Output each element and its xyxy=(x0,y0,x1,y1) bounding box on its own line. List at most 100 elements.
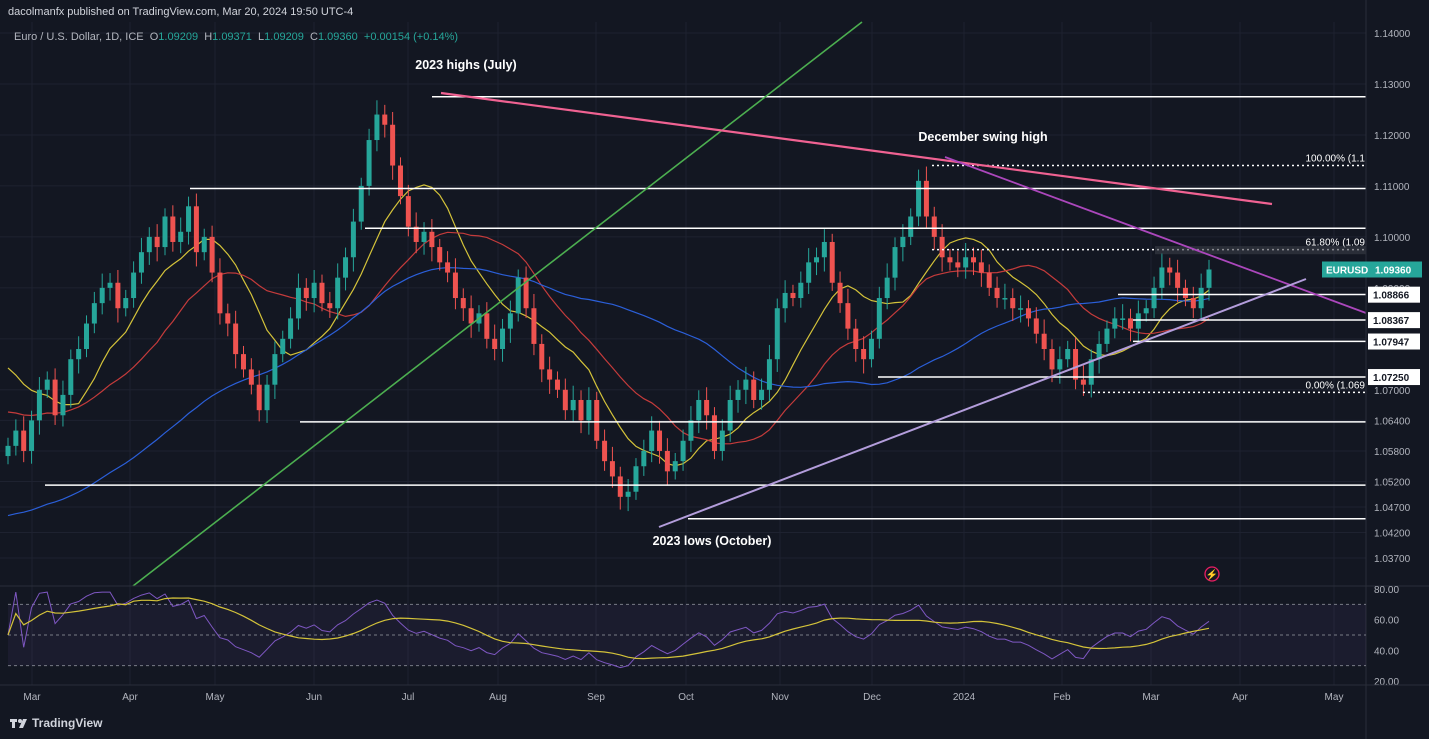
ma-slow-line xyxy=(7,266,1210,517)
candle-body xyxy=(837,282,843,304)
candle-body xyxy=(727,399,733,431)
candle-body xyxy=(366,140,372,186)
high-label: H xyxy=(204,31,213,43)
candle-body xyxy=(1135,313,1141,329)
symbol-legend[interactable]: Euro / U.S. Dollar, 1D, ICE O1.09209 H1.… xyxy=(14,31,458,43)
candle-body xyxy=(602,440,608,462)
candle-body xyxy=(994,287,1000,299)
candles xyxy=(5,100,1212,512)
candle-body xyxy=(531,308,537,344)
change-value: +0.00154 (+0.14%) xyxy=(363,31,459,43)
chart-annotation: 2023 lows (October) xyxy=(653,534,772,548)
ma-mid-line xyxy=(7,231,1210,445)
rsi-ma-line xyxy=(7,597,1210,660)
time-axis[interactable]: Mar Apr May Jun Jul Aug Sep Oct Nov Dec 2024 Feb Mar… xyxy=(0,684,1429,703)
candle-body xyxy=(460,298,466,309)
candle-body xyxy=(264,384,270,411)
candle-body xyxy=(594,399,600,441)
candle-body xyxy=(986,272,992,288)
candle-body xyxy=(327,303,333,309)
trendline-lavender xyxy=(658,278,1307,528)
candle-body xyxy=(1033,318,1039,334)
time-tick-label: Jul xyxy=(402,692,415,703)
candle-body xyxy=(798,282,804,299)
candle-body xyxy=(774,308,780,360)
candle-body xyxy=(664,450,670,472)
candle-body xyxy=(759,389,765,400)
candle-body xyxy=(225,313,231,324)
trendline-pink xyxy=(440,91,1273,206)
candle-body xyxy=(233,323,239,355)
candle-body xyxy=(99,287,105,304)
price-tick-label: 1.06400 xyxy=(1374,416,1411,427)
candle-body xyxy=(193,206,199,253)
candle-body xyxy=(1206,269,1212,288)
candle-body xyxy=(790,292,796,299)
candle-body xyxy=(1190,298,1196,309)
chart-annotation: December swing high xyxy=(918,130,1047,144)
rsi-tick-label: 60.00 xyxy=(1374,616,1399,627)
level-price-label: 1.08866 xyxy=(1373,291,1410,302)
candle-body xyxy=(955,262,961,268)
price-tick-label: 1.10000 xyxy=(1374,233,1411,244)
candle-body xyxy=(374,114,380,141)
time-tick-label: 2024 xyxy=(953,692,976,703)
tradingview-brand[interactable]: TradingView xyxy=(10,716,102,730)
price-tick-label: 1.04200 xyxy=(1374,529,1411,540)
candle-body xyxy=(303,287,309,299)
drawings[interactable]: 100.00% (1.1 61.80% (1.09 0.00% (1.069 2023… xyxy=(45,21,1367,587)
candle-body xyxy=(421,231,427,242)
candle-body xyxy=(923,180,929,217)
fib-label: 100.00% (1.1 xyxy=(1306,154,1366,165)
candle-body xyxy=(586,399,592,421)
candle-body xyxy=(445,262,451,273)
open-label: O xyxy=(149,31,159,43)
candle-body xyxy=(1167,267,1173,273)
candle-body xyxy=(672,461,678,472)
time-tick-label: Feb xyxy=(1053,692,1071,703)
candle-body xyxy=(1151,287,1157,309)
candle-body xyxy=(1018,308,1024,310)
level-price-tag xyxy=(1368,369,1420,386)
candle-body xyxy=(633,466,639,492)
candle-body xyxy=(743,379,749,390)
rsi-tick-label: 40.00 xyxy=(1374,646,1399,657)
level-price-label: 1.08367 xyxy=(1373,316,1410,327)
candle-body xyxy=(5,445,11,457)
high-value: 1.09371 xyxy=(212,31,252,43)
time-tick-label: May xyxy=(1325,692,1344,703)
candle-body xyxy=(288,318,294,339)
candle-body xyxy=(452,272,458,299)
candle-body xyxy=(91,303,97,324)
candle-body xyxy=(782,292,788,309)
rsi-tick-label: 20.00 xyxy=(1374,677,1399,688)
candle-body xyxy=(1049,349,1055,370)
price-tick-label: 1.12000 xyxy=(1374,131,1411,142)
chart-annotation: 2023 highs (July) xyxy=(415,58,516,72)
candle-body xyxy=(766,359,772,390)
candle-body xyxy=(609,461,615,477)
candle-body xyxy=(83,323,89,350)
candle-body xyxy=(335,277,341,309)
candle-body xyxy=(931,216,937,237)
candle-body xyxy=(76,349,82,360)
candle-body xyxy=(405,196,411,227)
fib-zone xyxy=(1155,246,1366,255)
price-axis[interactable]: 1.140001.130001.120001.110001.100001.090… xyxy=(1322,0,1422,739)
time-tick-label: Sep xyxy=(587,692,605,703)
candle-body xyxy=(1002,298,1008,300)
candle-body xyxy=(978,262,984,273)
candle-body xyxy=(36,389,42,421)
candle-body xyxy=(539,343,545,370)
candle-body xyxy=(617,476,623,497)
candle-body xyxy=(217,272,223,314)
fib-label: 61.80% (1.09 xyxy=(1306,238,1366,249)
price-tick-label: 1.07000 xyxy=(1374,386,1411,397)
brand-name: TradingView xyxy=(32,716,103,730)
level-price-tag xyxy=(1368,286,1420,303)
time-tick-label: Nov xyxy=(771,692,789,703)
candle-body xyxy=(280,338,286,355)
tradingview-logo-icon xyxy=(10,719,27,728)
candle-body xyxy=(554,379,560,390)
